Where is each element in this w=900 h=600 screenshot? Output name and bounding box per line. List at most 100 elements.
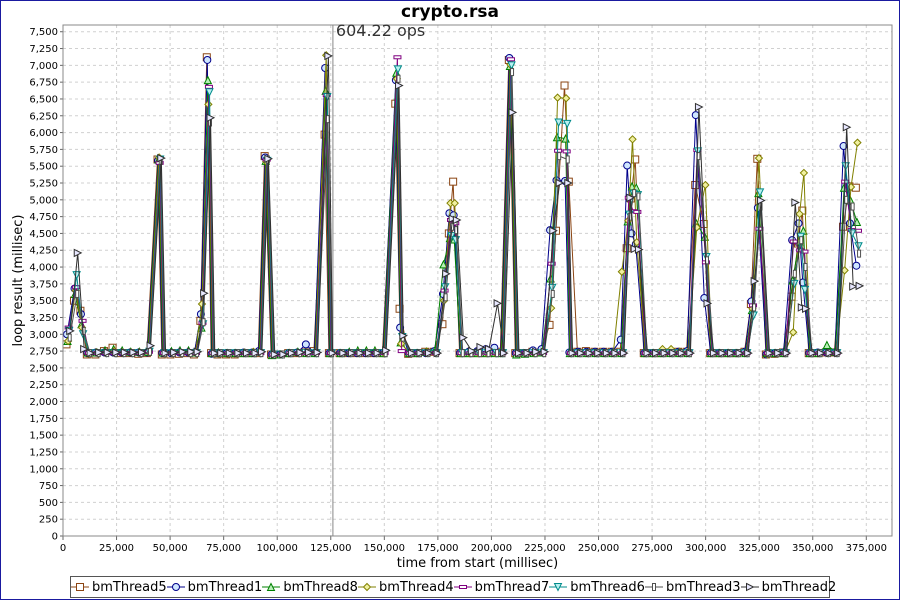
data-point — [448, 214, 458, 223]
y-tick-label: 6,750 — [29, 78, 58, 89]
data-point — [799, 236, 804, 245]
data-point — [425, 348, 434, 358]
data-point — [701, 180, 710, 190]
data-point — [791, 198, 800, 207]
data-point — [755, 188, 765, 198]
legend-marker — [76, 583, 84, 591]
axes: 0 250 500 750 1,000 1,250 1,500 1,750 2,000 2,250… — [29, 24, 893, 554]
data-point — [72, 271, 81, 280]
data-point — [507, 61, 516, 70]
chart-title: crypto.rsa — [401, 2, 499, 22]
x-tick-label: 250,000 — [578, 543, 619, 554]
data-point — [617, 267, 627, 276]
data-point — [652, 348, 661, 358]
legend-label: bmThread8 — [283, 579, 358, 595]
data-point — [800, 249, 809, 254]
y-tick-label: 1,500 — [29, 431, 58, 442]
legend-label: bmThread4 — [378, 579, 454, 595]
data-point — [120, 348, 130, 357]
data-point — [619, 348, 629, 358]
data-point — [450, 198, 459, 208]
data-point — [626, 193, 636, 203]
data-point — [178, 347, 188, 357]
data-point — [849, 282, 858, 291]
data-point — [694, 102, 704, 112]
data-point — [467, 346, 477, 356]
data-point — [634, 245, 644, 254]
data-point — [66, 326, 75, 336]
data-point — [500, 348, 509, 358]
data-point — [744, 348, 753, 358]
legend-swatch — [644, 583, 663, 591]
data-point — [203, 55, 212, 64]
data-point — [449, 177, 458, 186]
y-tick-label: 2,000 — [29, 397, 58, 408]
data-point — [103, 348, 113, 357]
legend-swatch — [740, 582, 759, 592]
data-point — [442, 269, 451, 279]
data-point — [532, 347, 541, 357]
data-point — [568, 348, 578, 358]
data-point — [754, 153, 764, 163]
legend-swatch — [549, 583, 568, 592]
ops-annotation: 604.22 ops — [336, 21, 425, 40]
data-point — [73, 248, 83, 258]
y-axis-label: loop result (millisec) — [11, 215, 26, 347]
data-point — [554, 148, 563, 153]
y-tick-label: 2,500 — [29, 363, 58, 374]
data-point — [553, 93, 562, 102]
data-point — [193, 347, 203, 357]
x-tick-label: 200,000 — [471, 543, 512, 554]
legend-item-bmThread6: bmThread6 — [549, 580, 645, 595]
y-tick-label: 4,250 — [29, 246, 58, 257]
data-point — [523, 348, 533, 358]
data-point — [547, 283, 557, 293]
data-point — [686, 348, 695, 358]
data-point — [562, 149, 571, 154]
data-point — [825, 348, 835, 358]
legend-marker — [745, 582, 755, 592]
data-point — [552, 132, 562, 142]
x-tick-label: 325,000 — [739, 543, 780, 554]
data-point — [146, 341, 156, 351]
data-point — [210, 348, 220, 358]
data-point — [234, 348, 244, 358]
data-point — [611, 348, 621, 358]
data-point — [476, 342, 486, 352]
legend-swatch — [262, 582, 281, 591]
legend-item-bmThread8: bmThread8 — [262, 580, 358, 595]
data-point — [602, 348, 612, 358]
data-point — [148, 347, 153, 356]
legend-swatch — [71, 583, 89, 591]
data-point — [660, 348, 670, 358]
data-point — [324, 51, 333, 61]
data-point — [251, 348, 261, 358]
series-layer — [62, 51, 865, 360]
data-point — [460, 349, 465, 358]
data-point — [506, 57, 515, 62]
data-point — [750, 276, 760, 286]
data-point — [264, 154, 273, 164]
data-point — [550, 289, 555, 298]
data-point — [808, 348, 818, 358]
x-tick-label: 150,000 — [364, 543, 405, 554]
y-tick-label: 250 — [39, 515, 58, 526]
legend-item-bmThread1: bmThread1 — [166, 579, 263, 595]
data-point — [782, 348, 792, 358]
legend-label: bmThread1 — [187, 579, 263, 595]
data-point — [803, 263, 808, 272]
data-point — [493, 299, 503, 308]
legend-label: bmThread3 — [665, 579, 741, 595]
legend: bmThread5 bmThread1 bmThread8 bmThread4 bmTh… — [70, 576, 836, 598]
data-point — [577, 348, 586, 358]
data-point — [86, 348, 96, 358]
data-point — [565, 155, 570, 164]
legend-label: bmThread6 — [570, 579, 645, 595]
legend-item-bmThread3: bmThread3 — [644, 579, 741, 595]
data-point — [636, 192, 641, 201]
data-point — [703, 299, 713, 308]
data-point — [752, 303, 757, 312]
data-point — [257, 347, 267, 357]
data-point — [80, 344, 89, 354]
